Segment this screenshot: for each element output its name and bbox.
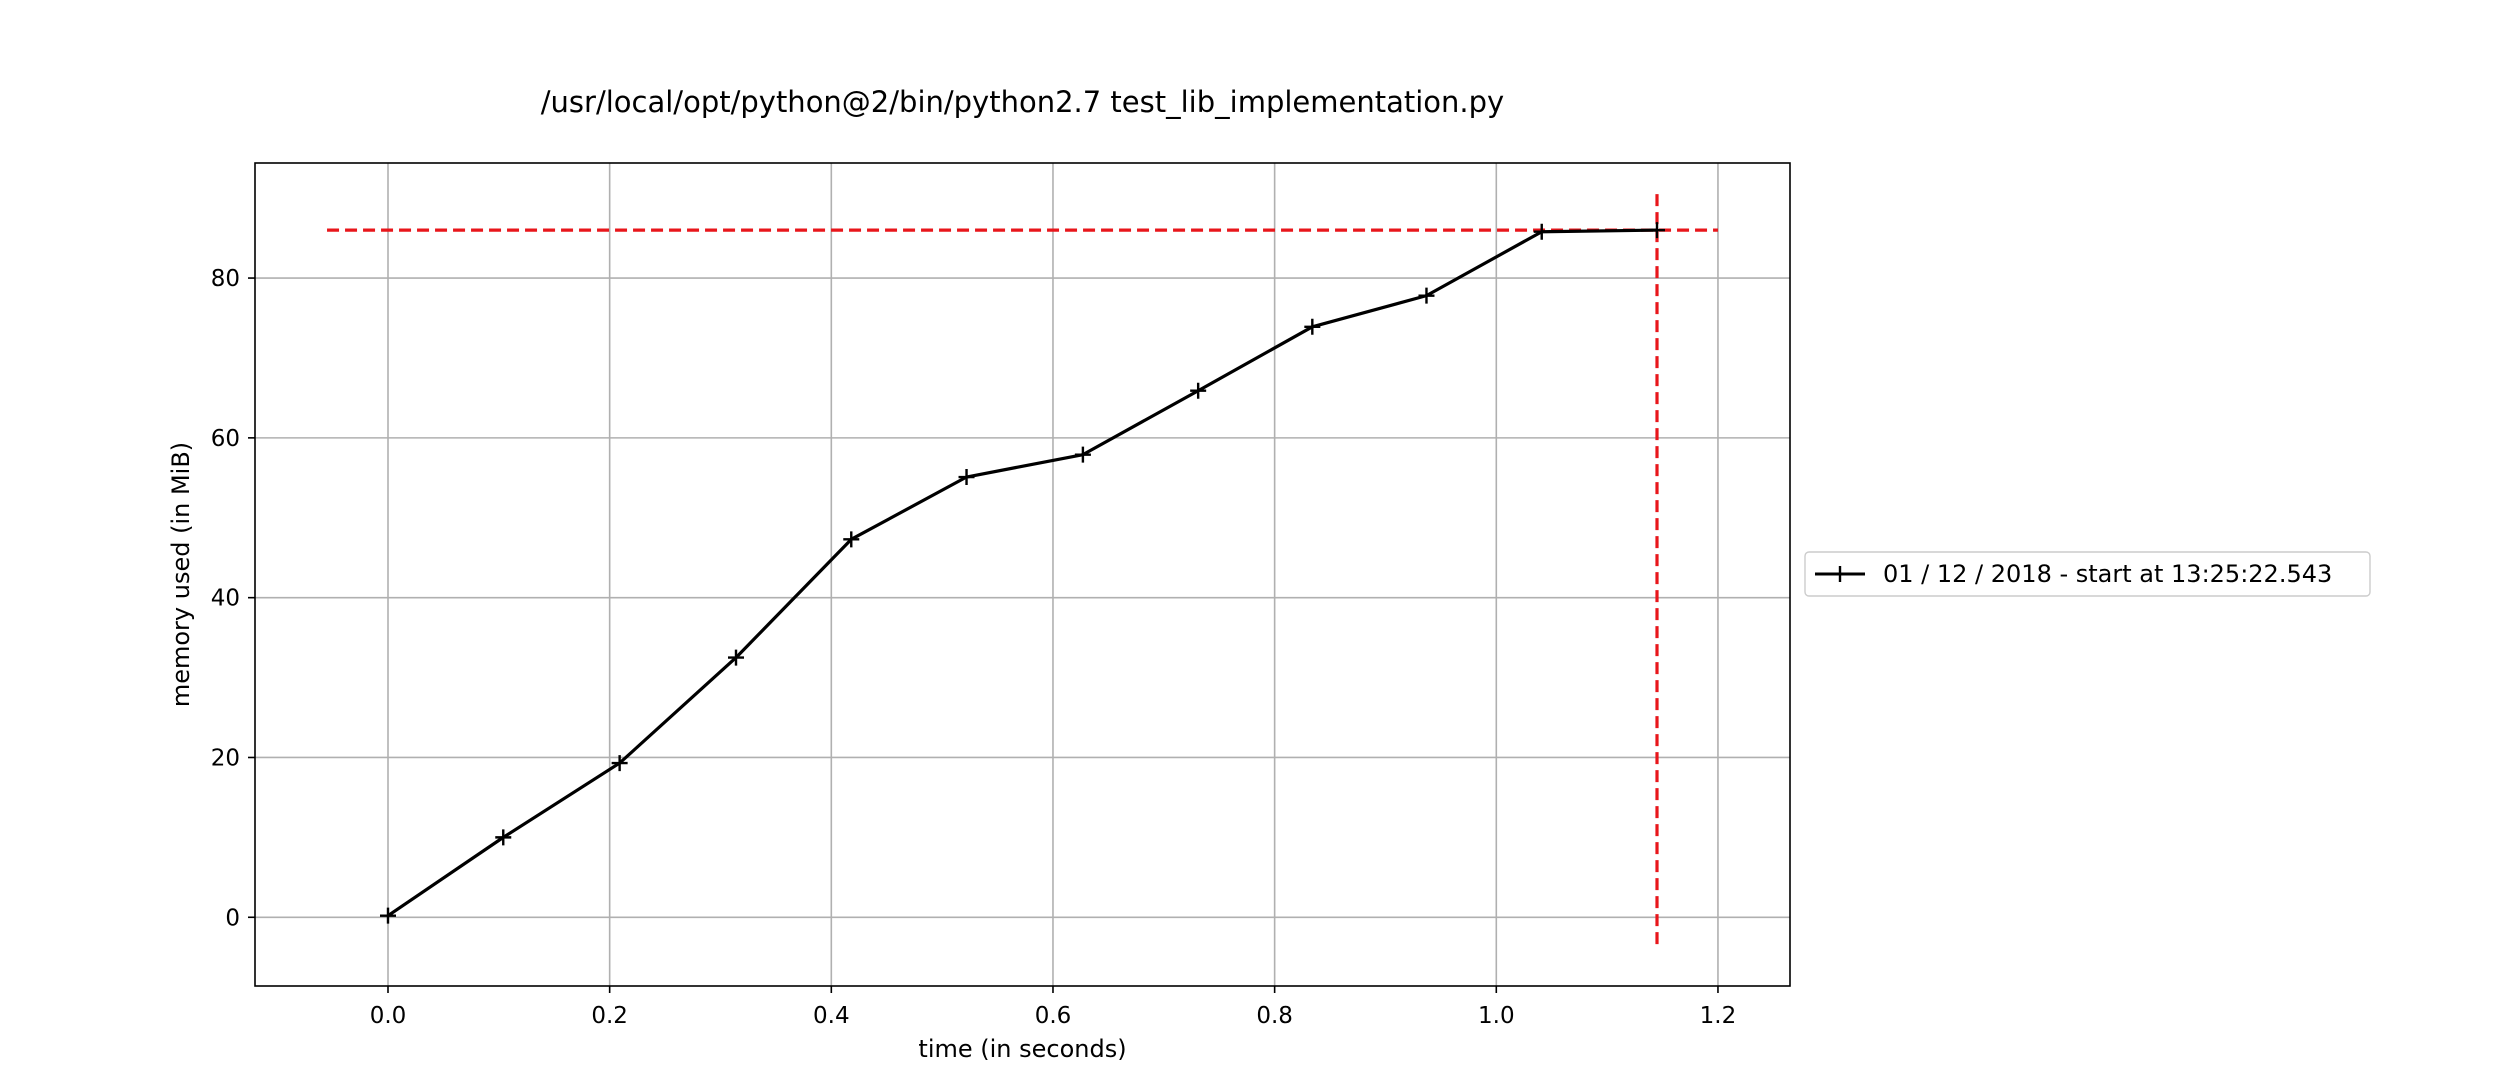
legend: 01 / 12 / 2018 - start at 13:25:22.543: [1804, 551, 2371, 597]
data-point-marker: [495, 829, 512, 846]
grid-lines: [255, 163, 1790, 986]
y-tick-label: 20: [211, 745, 240, 771]
legend-box: [1804, 551, 2371, 597]
data-point-marker: [958, 469, 975, 486]
data-point-marker: [1190, 382, 1207, 399]
data-point-marker: [1304, 318, 1321, 335]
data-point-marker: [1533, 223, 1550, 240]
y-axis-label: memory used (in MiB): [167, 442, 195, 707]
x-tick-label: 0.0: [370, 1003, 407, 1029]
x-tick-label: 1.2: [1700, 1003, 1737, 1029]
data-point-marker: [1649, 222, 1665, 239]
x-axis-label: time (in seconds): [918, 1035, 1126, 1063]
y-axis-ticks: 0 20 40 60 80: [211, 266, 255, 931]
x-axis-ticks: 0.0 0.2 0.4 0.6 0.8 1.0 1.2: [370, 986, 1737, 1029]
series-layer: [379, 222, 1665, 924]
series-line: [387, 228, 1658, 918]
data-point-marker: [379, 907, 396, 924]
chart-title: /usr/local/opt/python@2/bin/python2.7 te…: [541, 85, 1504, 119]
data-point-marker: [611, 755, 628, 772]
data-point-marker: [843, 531, 860, 548]
y-tick-label: 80: [211, 266, 240, 292]
legend-marker-plus: [1832, 566, 1848, 582]
y-tick-label: 40: [211, 586, 240, 612]
data-point-marker: [728, 649, 745, 666]
plot-area-frame: [254, 162, 1791, 987]
x-tick-label: 0.6: [1035, 1003, 1072, 1029]
x-tick-label: 1.0: [1478, 1003, 1515, 1029]
x-tick-label: 0.4: [813, 1003, 850, 1029]
data-point-marker: [1418, 287, 1435, 304]
y-tick-label: 60: [211, 426, 240, 452]
y-tick-label: 0: [225, 905, 240, 931]
reference-lines: [327, 194, 1718, 950]
x-tick-label: 0.2: [591, 1003, 628, 1029]
x-tick-label: 0.8: [1256, 1003, 1293, 1029]
legend-label: 01 / 12 / 2018 - start at 13:25:22.543: [1883, 560, 2332, 588]
data-point-marker: [1074, 446, 1091, 463]
